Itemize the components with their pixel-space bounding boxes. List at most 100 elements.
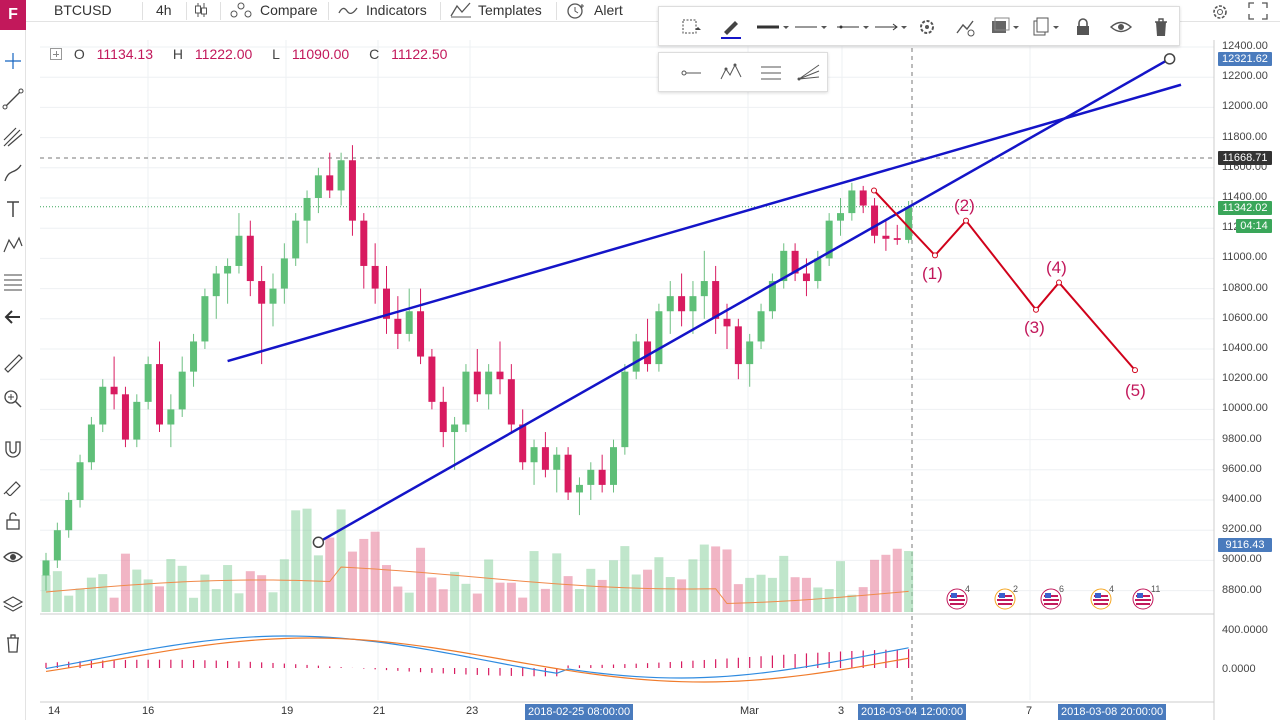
indicators-button[interactable]: Indicators bbox=[338, 0, 427, 22]
crosshair-price-tag: 11668.71 bbox=[1218, 151, 1272, 165]
visual-order-icon[interactable] bbox=[989, 15, 1023, 39]
select-area-icon[interactable] bbox=[679, 15, 703, 39]
economic-event[interactable]: 2 bbox=[994, 584, 1020, 610]
eye-icon[interactable] bbox=[2, 546, 24, 568]
layers-icon[interactable] bbox=[2, 594, 24, 616]
alert-button[interactable]: Alert bbox=[566, 0, 623, 22]
zoom-icon[interactable] bbox=[2, 388, 24, 410]
candle-body bbox=[326, 175, 334, 191]
elliott-wave-point bbox=[932, 252, 938, 259]
volume-bar bbox=[620, 546, 630, 612]
candle-body bbox=[451, 424, 459, 433]
parallel-channel-icon[interactable] bbox=[759, 61, 783, 85]
trend-line-icon[interactable] bbox=[2, 88, 24, 110]
divider bbox=[142, 2, 143, 20]
crosshair-icon[interactable] bbox=[2, 50, 24, 72]
candle-body bbox=[190, 341, 198, 372]
line-color-icon[interactable] bbox=[719, 15, 743, 39]
event-count: 6 bbox=[1059, 584, 1065, 594]
volume-bar bbox=[858, 587, 868, 612]
volume-bar bbox=[245, 571, 255, 612]
copy-icon[interactable] bbox=[1029, 15, 1063, 39]
price-axis-label: 11000.00 bbox=[1222, 251, 1268, 264]
elliott-label[interactable]: (2) bbox=[954, 196, 975, 215]
candle-body bbox=[462, 371, 470, 425]
lock-drawing-icon[interactable] bbox=[2, 474, 24, 496]
ohlc-legend: O 11134.13 H 11222.00 L 11090.00 C 11122… bbox=[50, 46, 463, 66]
drawing-properties-toolbar bbox=[658, 6, 1180, 46]
economic-event[interactable]: 11 bbox=[1132, 584, 1160, 610]
line-tool-icon[interactable] bbox=[679, 61, 703, 85]
pitchfork-icon[interactable] bbox=[2, 126, 24, 148]
eye-icon[interactable] bbox=[1109, 15, 1133, 39]
elliott-label[interactable]: (5) bbox=[1125, 381, 1146, 400]
templates-button[interactable]: Templates bbox=[450, 0, 542, 22]
trash-icon[interactable] bbox=[2, 632, 24, 654]
candle-body bbox=[757, 311, 765, 342]
macd-line bbox=[45, 635, 909, 679]
line-style-icon[interactable] bbox=[793, 15, 829, 39]
candle-body bbox=[314, 175, 322, 198]
economic-event[interactable]: 4 bbox=[1090, 584, 1116, 610]
economic-event[interactable]: 4 bbox=[946, 584, 972, 610]
date-tick: 16 bbox=[142, 705, 155, 717]
line-end-left-icon[interactable] bbox=[835, 15, 871, 39]
magnet-icon[interactable] bbox=[2, 438, 24, 460]
volume-bar bbox=[177, 565, 187, 612]
elliott-label[interactable]: (1) bbox=[922, 264, 943, 283]
volume-bar bbox=[120, 553, 130, 612]
interval-button[interactable]: 4h bbox=[156, 2, 172, 18]
candle-body bbox=[723, 318, 731, 327]
drawings bbox=[227, 53, 1182, 549]
text-tool-icon[interactable] bbox=[2, 198, 24, 220]
date-tick: Mar bbox=[740, 705, 759, 717]
volume-bar bbox=[393, 586, 403, 612]
volume-bar bbox=[881, 554, 891, 612]
candle-body bbox=[405, 311, 413, 334]
volume-bar bbox=[711, 546, 721, 612]
fib-fan-icon[interactable] bbox=[797, 61, 821, 85]
clone-drawing-icon[interactable] bbox=[953, 15, 977, 39]
back-arrow-icon[interactable] bbox=[2, 306, 24, 328]
elliott-wave-point bbox=[1033, 306, 1039, 313]
candle-body bbox=[871, 205, 879, 236]
ruler-icon[interactable] bbox=[2, 352, 24, 374]
candle-body bbox=[734, 326, 742, 365]
candle-body bbox=[746, 341, 754, 365]
settings-button[interactable] bbox=[1210, 0, 1232, 22]
expand-legend-icon[interactable] bbox=[50, 48, 62, 60]
volume-bar bbox=[654, 557, 664, 612]
candle-body bbox=[280, 258, 288, 289]
candle-body bbox=[87, 424, 95, 463]
fib-tool-icon[interactable] bbox=[2, 270, 24, 292]
brush-icon[interactable] bbox=[2, 162, 24, 184]
open-value: O 11134.13 bbox=[73, 46, 153, 62]
price-axis-label: 11400.00 bbox=[1222, 191, 1268, 203]
fullscreen-button[interactable] bbox=[1248, 0, 1270, 22]
candle-body bbox=[848, 190, 856, 214]
us-flag-icon bbox=[1090, 588, 1112, 610]
elliott-label[interactable]: (4) bbox=[1046, 258, 1067, 277]
economic-event[interactable]: 6 bbox=[1040, 584, 1066, 610]
volume-ma-line bbox=[45, 566, 909, 605]
settings-gear-icon[interactable] bbox=[915, 15, 939, 39]
volume-bar bbox=[64, 595, 74, 612]
volume-bar bbox=[382, 565, 391, 612]
pattern-icon[interactable] bbox=[2, 234, 24, 256]
elliott-label[interactable]: (3) bbox=[1024, 318, 1045, 337]
volume-bar bbox=[563, 576, 573, 612]
line-end-right-icon[interactable] bbox=[873, 15, 909, 39]
candle-body bbox=[519, 424, 527, 463]
line-width-icon[interactable] bbox=[755, 15, 791, 39]
lock-icon[interactable] bbox=[2, 510, 24, 532]
trash-icon[interactable] bbox=[1149, 15, 1173, 39]
elliott-wave-icon[interactable] bbox=[719, 61, 743, 85]
volume-bar bbox=[166, 559, 176, 612]
symbol-search[interactable]: BTCUSD bbox=[54, 2, 112, 18]
compare-button[interactable]: Compare bbox=[230, 0, 318, 22]
chart-type-button[interactable] bbox=[194, 0, 210, 22]
event-count: 4 bbox=[965, 584, 971, 594]
volume-bar bbox=[155, 586, 164, 612]
lock-icon[interactable] bbox=[1071, 15, 1095, 39]
